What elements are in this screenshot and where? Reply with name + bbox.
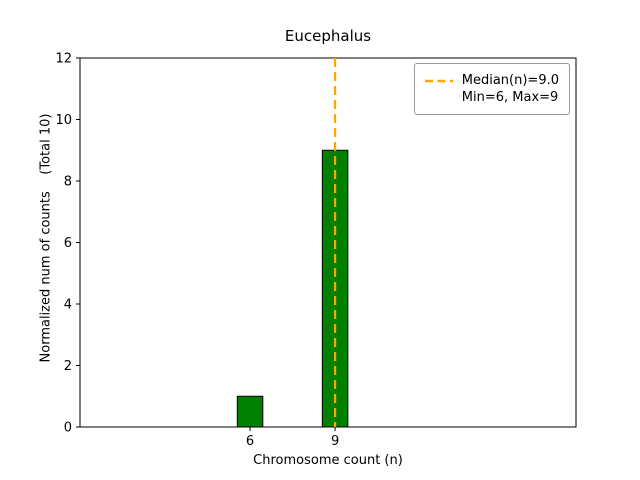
bar xyxy=(236,395,264,428)
chart-title: Eucephalus xyxy=(284,27,372,45)
x-axis-label: Chromosome count (n) xyxy=(253,453,403,468)
y-tick-label: 0 xyxy=(64,421,72,436)
legend-entry-median: Median(n)=9.0 xyxy=(424,73,559,88)
legend-label-median: Median(n)=9.0 xyxy=(461,73,559,88)
dashed-line-icon xyxy=(424,79,453,82)
x-tick-label: 9 xyxy=(331,434,339,449)
y-tick-label: 2 xyxy=(64,359,72,374)
y-tick-label: 4 xyxy=(64,298,72,313)
x-tick-label: 6 xyxy=(246,434,254,449)
y-axis-label: Normalized num of counts (Total 10) xyxy=(38,113,54,363)
legend-label-minmax: Min=6, Max=9 xyxy=(461,90,559,105)
y-tick-label: 8 xyxy=(64,175,72,190)
legend-entry-minmax: Min=6, Max=9 xyxy=(424,90,559,105)
y-tick-label: 12 xyxy=(55,52,72,67)
y-tick-label: 10 xyxy=(55,113,72,128)
y-tick-label: 6 xyxy=(64,236,72,251)
legend: Median(n)=9.0 Min=6, Max=9 xyxy=(413,63,570,115)
legend-empty-handle xyxy=(424,93,454,103)
